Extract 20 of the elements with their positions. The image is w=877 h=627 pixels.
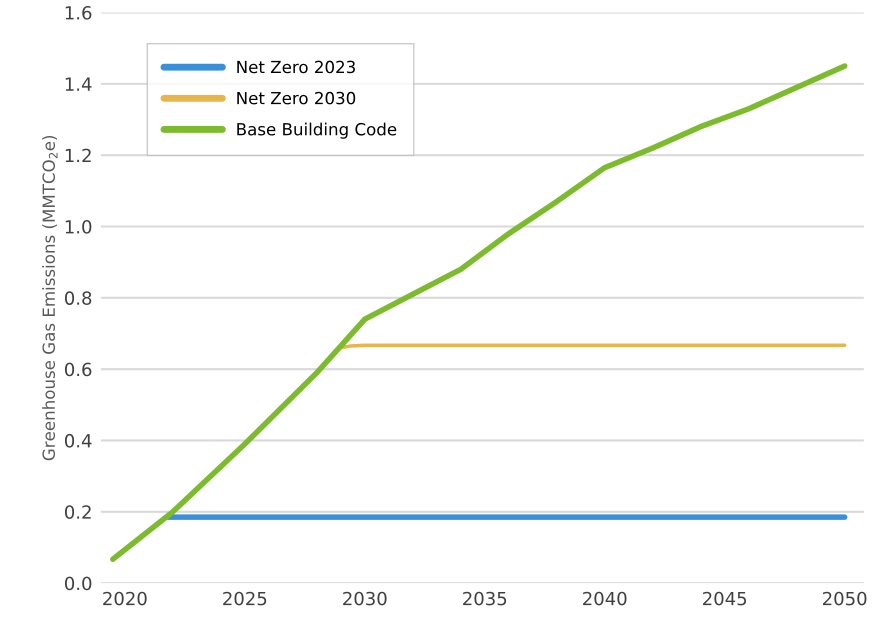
legend-label: Net Zero 2023 bbox=[237, 60, 355, 74]
x-tick-label: 2025 bbox=[223, 592, 266, 606]
x-tick-label: 2050 bbox=[823, 592, 866, 606]
y-tick-label: 1.0 bbox=[66, 220, 92, 234]
x-tick-label: 2020 bbox=[103, 592, 147, 606]
y-tick-label: 0.0 bbox=[65, 576, 92, 590]
y-tick-label: 1.6 bbox=[66, 6, 92, 20]
y-tick-label: 0.6 bbox=[65, 362, 92, 376]
y-tick-label: 0.8 bbox=[65, 291, 92, 305]
x-tick-label: 2030 bbox=[343, 592, 387, 606]
x-tick-label: 2045 bbox=[703, 592, 746, 606]
y-tick-label: 0.2 bbox=[65, 505, 91, 519]
y-axis-title: Greenhouse Gas Emissions (MMTCO$_{2}$e) bbox=[42, 136, 58, 460]
x-tick-label: 2040 bbox=[583, 592, 626, 606]
y-tick-label: 1.2 bbox=[66, 148, 91, 162]
y-tick-label: 0.4 bbox=[65, 434, 92, 448]
legend-label: Base Building Code bbox=[237, 122, 396, 139]
legend-label: Net Zero 2030 bbox=[237, 92, 356, 104]
y-tick-label: 1.4 bbox=[66, 78, 92, 91]
x-tick-label: 2035 bbox=[463, 592, 506, 606]
